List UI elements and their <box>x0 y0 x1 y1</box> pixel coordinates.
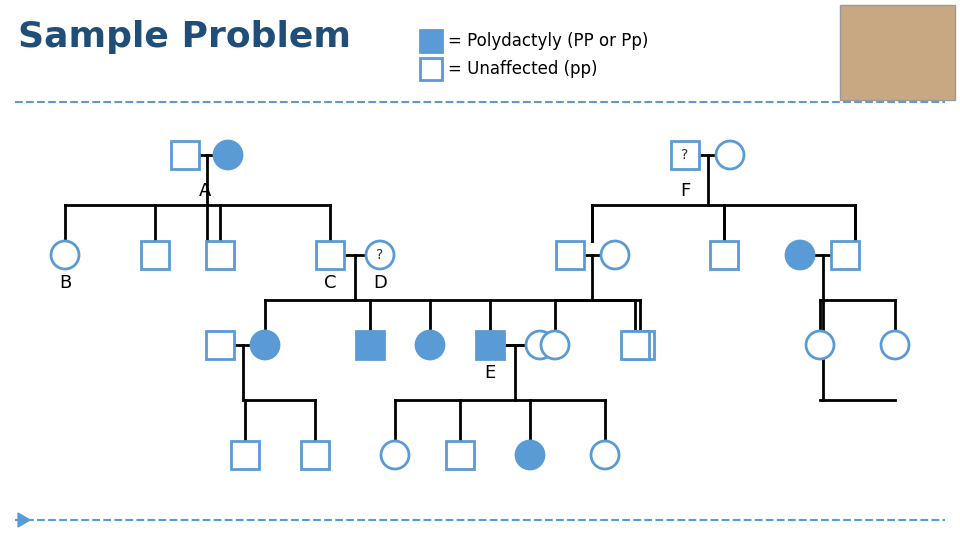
Text: E: E <box>485 364 495 382</box>
FancyBboxPatch shape <box>420 58 442 80</box>
Circle shape <box>251 331 279 359</box>
Circle shape <box>786 241 814 269</box>
Bar <box>840 5 955 100</box>
FancyBboxPatch shape <box>141 241 169 269</box>
FancyBboxPatch shape <box>356 331 384 359</box>
FancyBboxPatch shape <box>671 141 699 169</box>
Circle shape <box>416 331 444 359</box>
FancyBboxPatch shape <box>621 331 649 359</box>
Circle shape <box>381 441 409 469</box>
FancyBboxPatch shape <box>301 441 329 469</box>
Text: Sample Problem: Sample Problem <box>18 20 351 54</box>
Circle shape <box>591 441 619 469</box>
Circle shape <box>541 331 569 359</box>
Circle shape <box>214 141 242 169</box>
FancyBboxPatch shape <box>476 331 504 359</box>
Circle shape <box>51 241 79 269</box>
Text: = Polydactyly (PP or Pp): = Polydactyly (PP or Pp) <box>448 32 648 50</box>
Circle shape <box>601 241 629 269</box>
Text: ?: ? <box>682 148 688 162</box>
Text: D: D <box>373 274 387 292</box>
FancyBboxPatch shape <box>420 30 442 52</box>
Text: B: B <box>59 274 71 292</box>
FancyBboxPatch shape <box>231 441 259 469</box>
FancyBboxPatch shape <box>626 331 654 359</box>
Text: C: C <box>324 274 336 292</box>
FancyBboxPatch shape <box>710 241 738 269</box>
Circle shape <box>881 331 909 359</box>
Text: = Unaffected (pp): = Unaffected (pp) <box>448 60 597 78</box>
FancyBboxPatch shape <box>206 241 234 269</box>
Circle shape <box>526 331 554 359</box>
Circle shape <box>516 441 544 469</box>
Circle shape <box>806 331 834 359</box>
FancyBboxPatch shape <box>171 141 199 169</box>
Polygon shape <box>18 513 30 527</box>
Text: A: A <box>199 182 211 200</box>
FancyBboxPatch shape <box>831 241 859 269</box>
FancyBboxPatch shape <box>206 331 234 359</box>
Circle shape <box>366 241 394 269</box>
Text: F: F <box>680 182 690 200</box>
FancyBboxPatch shape <box>316 241 344 269</box>
FancyBboxPatch shape <box>556 241 584 269</box>
Text: ?: ? <box>376 248 384 262</box>
FancyBboxPatch shape <box>446 441 474 469</box>
Circle shape <box>716 141 744 169</box>
